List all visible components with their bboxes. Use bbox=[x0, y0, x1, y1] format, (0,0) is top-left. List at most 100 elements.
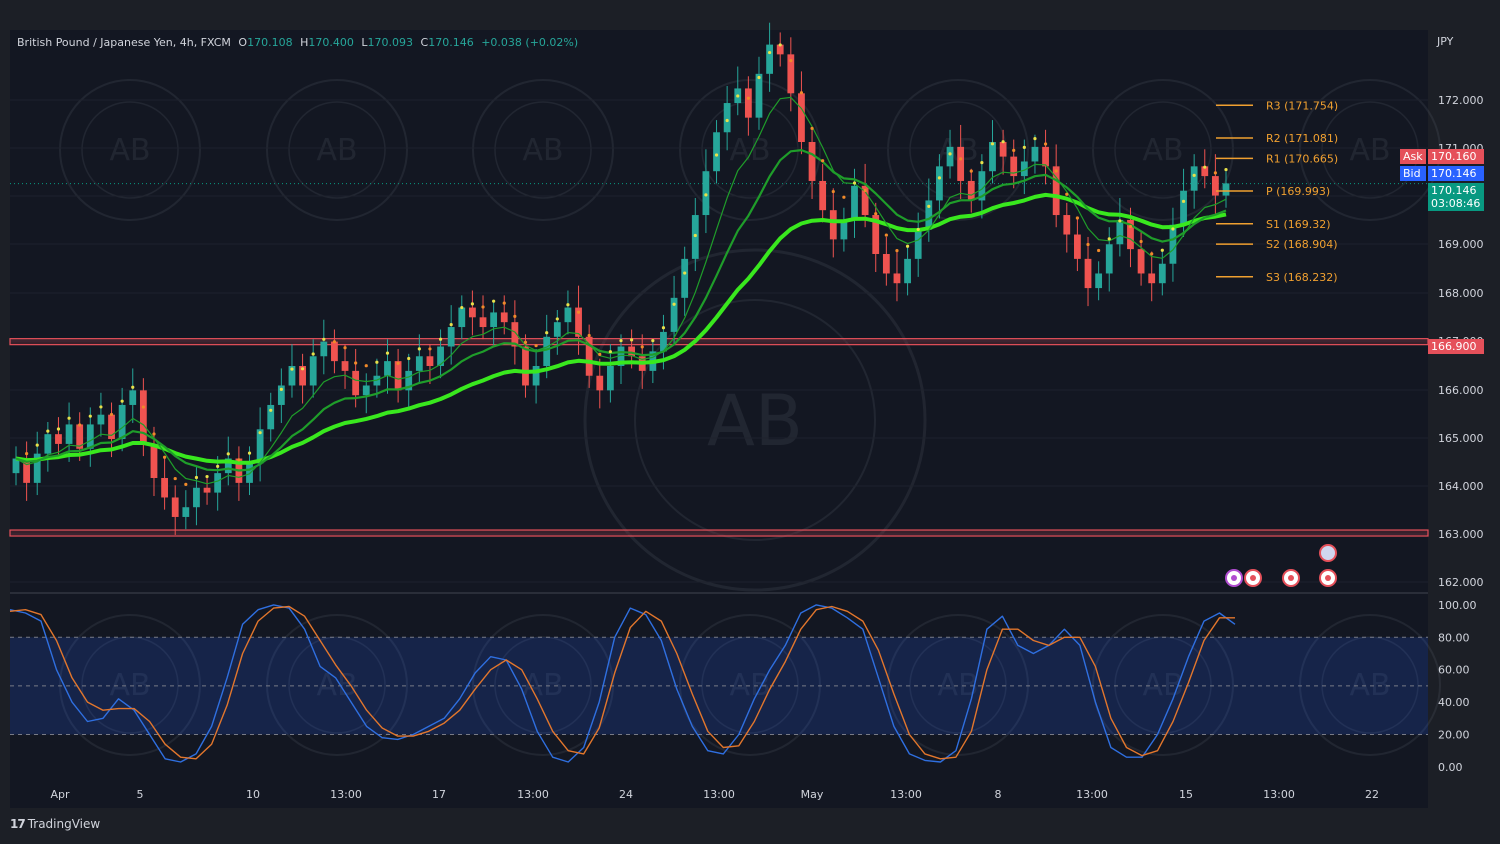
signal-dot bbox=[56, 427, 61, 431]
event-flash-icon bbox=[1231, 575, 1237, 581]
signal-dot bbox=[980, 161, 984, 165]
pivot-level-label: S2 (168.904) bbox=[1266, 238, 1338, 251]
signal-dot bbox=[661, 326, 666, 330]
candle bbox=[1010, 156, 1018, 177]
candle bbox=[1084, 258, 1092, 289]
event-marker-icon bbox=[1288, 575, 1294, 581]
watermark-text: AB bbox=[729, 133, 770, 168]
signal-dot bbox=[1043, 142, 1048, 146]
candle bbox=[1020, 161, 1028, 177]
signal-dot bbox=[969, 169, 973, 173]
stoch-axis-label: 20.00 bbox=[1438, 728, 1470, 741]
candle bbox=[1052, 166, 1060, 216]
pivot-level-label: R3 (171.754) bbox=[1266, 99, 1338, 112]
signal-dot bbox=[269, 408, 273, 412]
signal-dot bbox=[736, 94, 740, 98]
signal-dot bbox=[598, 352, 602, 356]
candle bbox=[469, 307, 476, 318]
bar-countdown: 03:08:46 bbox=[1431, 197, 1481, 210]
signal-dot bbox=[428, 347, 432, 351]
candle bbox=[543, 336, 551, 366]
candle bbox=[341, 361, 349, 371]
time-axis-label: 5 bbox=[137, 788, 144, 801]
time-axis-label: 8 bbox=[995, 788, 1002, 801]
currency-label: JPY bbox=[1437, 35, 1454, 48]
event-marker-icon bbox=[1325, 575, 1331, 581]
signal-dot bbox=[927, 204, 931, 209]
watermark-logo-lower bbox=[472, 614, 614, 756]
signal-dot bbox=[1065, 192, 1069, 196]
signal-dot bbox=[1203, 165, 1207, 169]
signal-dot bbox=[1150, 252, 1154, 256]
candle bbox=[384, 361, 391, 376]
candle bbox=[575, 307, 582, 337]
signal-dot bbox=[162, 455, 167, 459]
signal-dot bbox=[778, 43, 782, 47]
bid-price: 170.146 bbox=[1428, 166, 1484, 181]
signal-dot bbox=[714, 153, 719, 157]
signal-dot bbox=[905, 244, 910, 248]
signal-dot bbox=[608, 350, 612, 354]
price-axis-label: 165.000 bbox=[1438, 432, 1484, 445]
price-axis-label: 163.000 bbox=[1438, 528, 1484, 541]
signal-dot bbox=[216, 464, 220, 468]
signal-dot bbox=[619, 338, 623, 343]
signal-dot bbox=[555, 317, 559, 321]
watermark-center-inner bbox=[634, 299, 876, 541]
signal-dot bbox=[311, 352, 315, 356]
candle bbox=[256, 429, 264, 464]
time-axis-label: 13:00 bbox=[1076, 788, 1108, 801]
candle bbox=[267, 404, 275, 430]
time-axis-label: 24 bbox=[619, 788, 633, 801]
tradingview-logo[interactable]: 17 TradingView bbox=[10, 817, 100, 831]
candle bbox=[1105, 244, 1113, 274]
signal-dot bbox=[1139, 239, 1143, 244]
watermark-logo-lower bbox=[1092, 614, 1234, 756]
candle bbox=[532, 366, 540, 386]
watermark-text: AB bbox=[316, 133, 357, 168]
tradingview-icon: 17 bbox=[10, 817, 26, 831]
candle bbox=[479, 317, 487, 328]
time-axis-label: 13:00 bbox=[1263, 788, 1295, 801]
watermark-logo bbox=[288, 101, 386, 199]
stoch-axis-label: 0.00 bbox=[1438, 761, 1463, 774]
candle bbox=[904, 258, 911, 284]
time-axis-label: 13:00 bbox=[517, 788, 549, 801]
candle bbox=[755, 73, 763, 118]
signal-dot bbox=[67, 416, 71, 420]
stoch-axis-label: 40.00 bbox=[1438, 696, 1470, 709]
price-axis-label: 169.000 bbox=[1438, 238, 1484, 251]
signal-dot bbox=[725, 118, 729, 123]
signal-dot bbox=[746, 96, 750, 100]
candle bbox=[203, 487, 211, 493]
watermark-logo bbox=[472, 79, 614, 221]
signal-dot bbox=[300, 367, 305, 371]
candle bbox=[936, 166, 943, 201]
price-axis-label: 168.000 bbox=[1438, 287, 1484, 300]
candle bbox=[447, 327, 455, 347]
candle bbox=[108, 414, 115, 440]
candle bbox=[97, 414, 105, 425]
candle bbox=[851, 185, 858, 220]
uk-flag-icon bbox=[1319, 544, 1337, 562]
low-value: 170.093 bbox=[367, 36, 414, 49]
candle bbox=[1116, 219, 1124, 245]
signal-dot bbox=[120, 399, 124, 403]
candle bbox=[628, 346, 636, 357]
bid-label: Bid bbox=[1400, 166, 1426, 181]
signal-dot bbox=[789, 58, 793, 63]
candle bbox=[819, 180, 827, 211]
candle bbox=[713, 132, 720, 172]
signal-dot bbox=[258, 431, 262, 435]
signal-dot bbox=[895, 249, 899, 253]
candle bbox=[946, 146, 954, 167]
signal-dot bbox=[1192, 173, 1196, 177]
signal-dot bbox=[863, 188, 867, 193]
candle bbox=[65, 424, 73, 444]
watermark-logo bbox=[1114, 101, 1212, 199]
signal-dot bbox=[576, 310, 581, 314]
ask-price: 170.160 bbox=[1428, 149, 1484, 164]
signal-dot bbox=[810, 126, 814, 130]
signal-dot bbox=[767, 50, 772, 55]
